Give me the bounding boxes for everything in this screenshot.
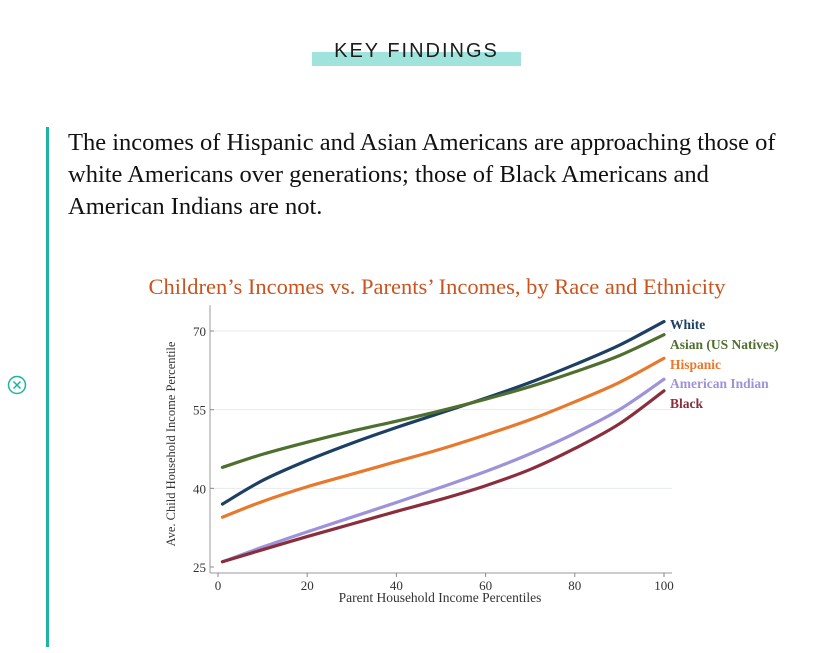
y-tick-label: 70 bbox=[193, 324, 206, 339]
y-tick-label: 25 bbox=[193, 560, 206, 575]
series-label-asian-us-natives: Asian (US Natives) bbox=[670, 337, 779, 352]
kicker-label: KEY FINDINGS bbox=[334, 40, 499, 62]
series-line-american-indian bbox=[220, 377, 666, 564]
chart-title: Children’s Incomes vs. Parents’ Incomes,… bbox=[149, 274, 727, 299]
series-labels: White Asian (US Natives) Hispanic American … bbox=[670, 317, 779, 411]
y-axis-label: Ave. Child Household Income Percentile bbox=[164, 341, 178, 546]
series-line-black bbox=[220, 389, 666, 564]
series-lines bbox=[220, 319, 666, 564]
series-line-white bbox=[220, 319, 666, 506]
x-tick-label: 0 bbox=[215, 578, 222, 593]
y-tick-label: 55 bbox=[193, 403, 206, 418]
accent-rule bbox=[46, 127, 49, 647]
series-label-black: Black bbox=[670, 396, 703, 411]
x-tick-label: 20 bbox=[301, 578, 314, 593]
circle-x-icon[interactable] bbox=[7, 375, 27, 395]
key-findings-kicker: KEY FINDINGS bbox=[312, 38, 521, 68]
series-label-white: White bbox=[670, 317, 705, 332]
finding-text: The incomes of Hispanic and Asian Americ… bbox=[68, 129, 776, 220]
series-line-asian-us-natives bbox=[220, 333, 666, 469]
y-tick-label: 40 bbox=[193, 481, 206, 496]
axes: 25 40 55 70 0 20 40 60 80 100 bbox=[193, 305, 674, 593]
series-label-american-indian: American Indian bbox=[670, 376, 769, 391]
x-tick-label: 80 bbox=[568, 578, 581, 593]
series-line-hispanic bbox=[220, 356, 666, 519]
series-label-hispanic: Hispanic bbox=[670, 357, 721, 372]
x-tick-label: 40 bbox=[390, 578, 403, 593]
x-tick-label: 100 bbox=[654, 578, 674, 593]
kicker-highlight bbox=[312, 52, 521, 66]
x-axis-label: Parent Household Income Percentiles bbox=[339, 590, 542, 605]
x-tick-label: 60 bbox=[479, 578, 492, 593]
